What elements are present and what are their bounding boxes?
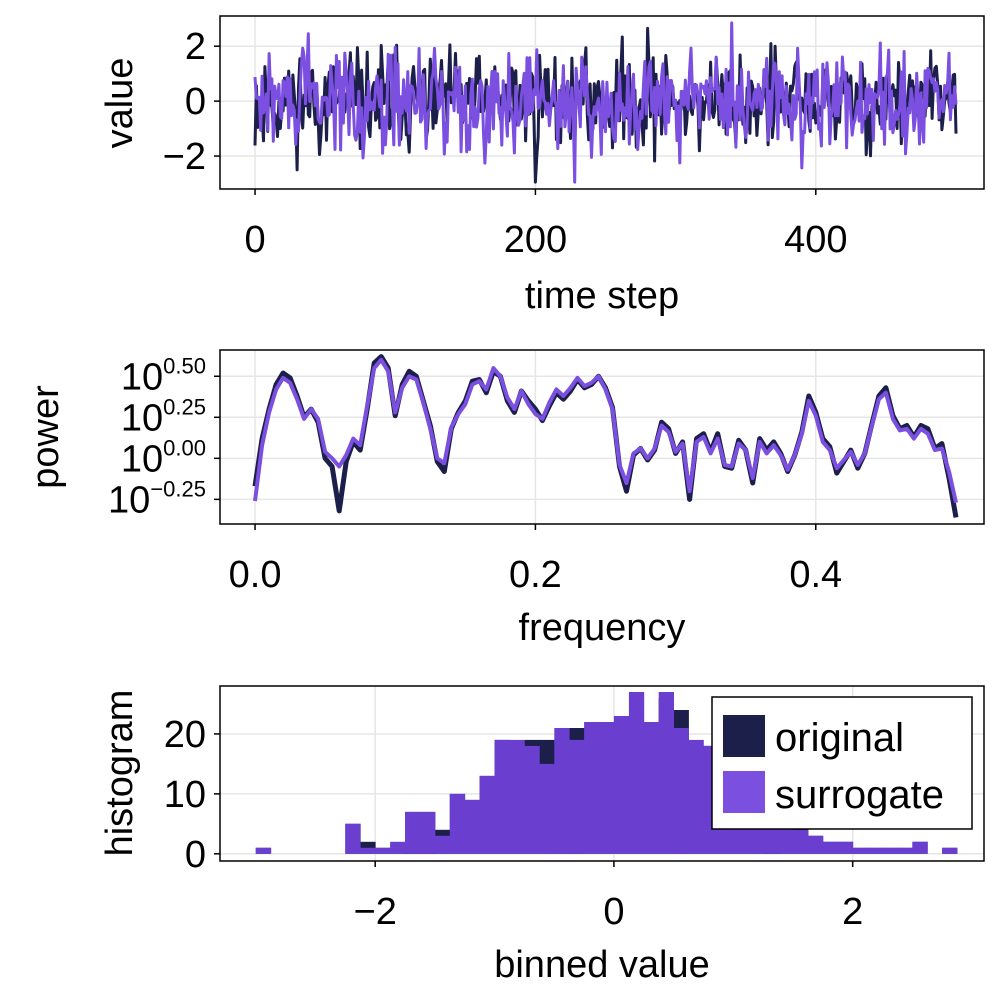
tick-exponent: 0.25 [163,394,206,419]
legend-label-original: original [775,716,904,760]
histogram-frame [219,685,985,862]
histogram-bar-surrogate [867,847,883,854]
histogram-bar-surrogate [658,692,674,854]
histogram-bar-surrogate [852,847,868,854]
histogram-bar-surrogate [449,793,466,854]
spectrum-ytick-label: 10−0.25 [108,476,206,521]
histogram-bar-surrogate [554,728,570,854]
histogram-ytick-label: 0 [185,834,206,876]
spectrum-xtick-label: 0.2 [509,554,562,596]
histogram-bar-surrogate [509,739,525,854]
timeseries-xtick-label: 200 [504,219,567,261]
tick-base: 10 [121,356,163,398]
timeseries-ticks: 0 200 400 −2 0 2 [163,26,848,261]
spectrum-ylabel: power [25,385,67,489]
histogram-ytick-label: 10 [164,774,206,816]
timeseries-xtick-label: 0 [244,219,265,261]
histogram-bar-surrogate [793,829,809,854]
spectrum-line-surrogate [253,357,958,504]
histogram-bar-surrogate [420,811,436,854]
spectrum-xtick-label: 0.0 [229,554,282,596]
histogram-bar-surrogate [434,835,451,854]
histogram-bar-surrogate [539,763,555,854]
histogram-ylabel: histogram [99,690,141,857]
tick-base: 10 [121,397,163,439]
timeseries-ytick-label: 0 [185,81,206,123]
spectrum-xtick-label: 0.4 [789,554,842,596]
timeseries-ytick-label: −2 [163,136,206,178]
histogram-bar-surrogate [643,722,660,854]
histogram-bar-surrogate [897,847,913,854]
timeseries-panel: 0 200 400 −2 0 2 time step value [99,15,985,317]
histogram-bar-surrogate [569,739,585,854]
histogram-bar-surrogate [524,745,540,854]
timeseries-line-surrogate [253,21,958,184]
histogram-bar-surrogate [494,739,510,854]
legend-label-surrogate: surrogate [775,773,944,817]
histogram-bar-surrogate [375,847,391,854]
histogram-bar-surrogate [807,835,824,854]
timeseries-frame [219,15,985,190]
timeseries-ytick-label: 2 [185,26,206,68]
tick-base: 10 [108,479,150,521]
timeseries-lines [253,21,958,184]
histogram-bar-surrogate [778,823,794,854]
timeseries-ylabel: value [99,58,141,149]
histogram-xtick-label: −2 [354,891,397,933]
histogram-bar-surrogate [613,716,630,854]
spectrum-xlabel: frequency [519,607,686,649]
histogram-bar-surrogate [390,841,406,854]
histogram-bar-surrogate [837,841,854,854]
histogram-bar-surrogate [912,841,928,854]
histogram-bar-surrogate [628,692,645,854]
spectrum-lines [252,354,959,518]
tick-exponent: 0.50 [163,353,206,378]
histogram-bar-surrogate [822,841,839,854]
histogram-bar-surrogate [345,823,361,854]
histogram-bar-surrogate [882,847,898,854]
histogram-bar-surrogate [688,739,704,854]
histogram-ytick-label: 20 [164,714,206,756]
histogram-bar-surrogate [464,799,480,854]
tick-exponent: −0.25 [150,476,206,501]
spectrum-ytick-label: 100.50 [121,353,206,398]
spectrum-ytick-label: 100.00 [121,435,206,480]
histogram-xtick-label: 0 [603,891,624,933]
histogram-xtick-label: 2 [842,891,863,933]
histogram-bar-surrogate [360,847,376,854]
timeseries-xlabel: time step [525,275,679,317]
histogram-bar-surrogate [942,847,958,854]
legend-swatch-surrogate [723,771,765,813]
histogram-bar-surrogate [255,847,272,854]
histogram-bar-surrogate [405,811,421,854]
spectrum-ytick-label: 100.25 [121,394,206,439]
histogram-bar-surrogate [599,722,615,854]
timeseries-xtick-label: 400 [784,219,847,261]
histogram-bar-surrogate [584,722,600,854]
histogram-legend: original surrogate [711,696,973,830]
tick-base: 10 [121,438,163,480]
histogram-bar-surrogate [479,775,495,854]
histogram-bar-surrogate [673,728,689,854]
spectrum-frame [219,349,985,525]
legend-swatch-original [723,715,765,757]
histogram-xlabel: binned value [494,944,710,986]
tick-exponent: 0.00 [163,435,206,460]
